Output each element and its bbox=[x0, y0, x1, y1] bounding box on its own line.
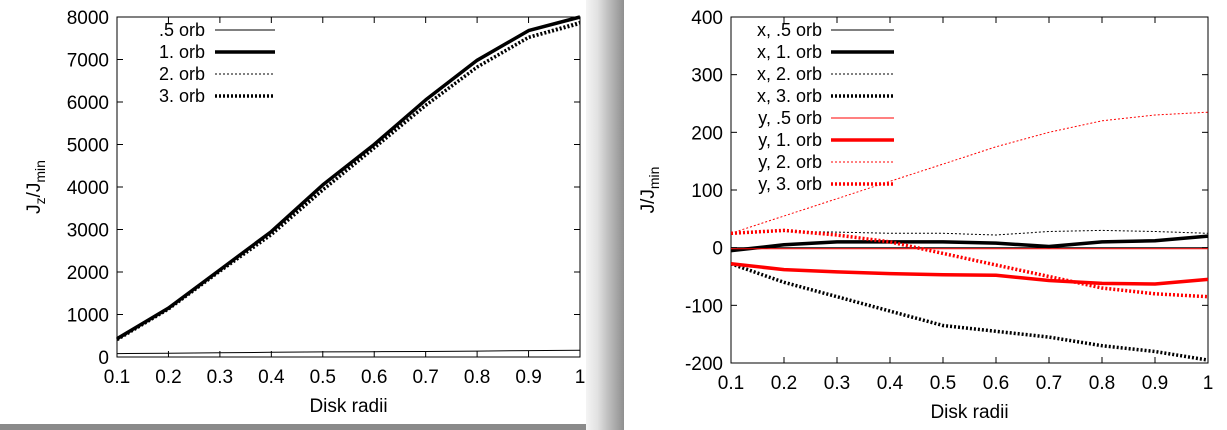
y-axis-label-main: J bbox=[24, 204, 45, 214]
x-tick-label: 0.5 bbox=[930, 373, 956, 394]
y-axis-label-sub1: z bbox=[32, 197, 48, 204]
x-tick-label: 0.8 bbox=[1089, 373, 1115, 394]
x-tick-label: 0.1 bbox=[718, 373, 744, 394]
y-tick-label: 6000 bbox=[67, 93, 109, 114]
legend-label: y, 1. orb bbox=[758, 130, 822, 150]
y-tick-label: 400 bbox=[691, 8, 723, 29]
legend-label: y, 3. orb bbox=[758, 174, 822, 194]
y-tick-label: 5000 bbox=[67, 136, 109, 157]
window-bottom-edge bbox=[0, 424, 586, 430]
legend-label: .5 orb bbox=[159, 20, 205, 40]
y-tick-label: -200 bbox=[685, 354, 723, 375]
x-tick-label: 0.6 bbox=[361, 367, 387, 388]
y-tick-label: 7000 bbox=[67, 51, 109, 72]
x-tick-label: 1 bbox=[575, 367, 586, 388]
x-tick-label: 0.1 bbox=[104, 367, 130, 388]
x-axis-label: Disk radii bbox=[930, 402, 1008, 423]
y-tick-label: 300 bbox=[691, 66, 723, 87]
x-tick-label: 0.9 bbox=[1142, 373, 1168, 394]
y-tick-label: 8000 bbox=[67, 8, 109, 29]
y-tick-label: -100 bbox=[685, 296, 723, 317]
series-line-7 bbox=[730, 228, 1209, 299]
y-tick-label: 3000 bbox=[67, 221, 109, 242]
x-tick-label: 0.7 bbox=[412, 367, 438, 388]
legend-label: y, .5 orb bbox=[758, 108, 822, 128]
right-chart: 0.1 0.2 0.3 0.4 0.5 0.6 0.7 0.8 0.9 1 -200 -100 0 100… bbox=[638, 8, 1214, 423]
x-tick-label: 0.3 bbox=[207, 367, 233, 388]
series-line-3 bbox=[730, 262, 1209, 362]
x-tick-label: 0.9 bbox=[515, 367, 541, 388]
right-chart-panel: 0.1 0.2 0.3 0.4 0.5 0.6 0.7 0.8 0.9 1 -200 -100 0 100… bbox=[624, 0, 1227, 430]
x-tick-label: 0.2 bbox=[771, 373, 797, 394]
series-line-1 bbox=[730, 234, 1209, 253]
x-axis-label: Disk radii bbox=[309, 396, 387, 417]
x-tick-label: 1 bbox=[1203, 373, 1214, 394]
x-tick-label: 0.6 bbox=[983, 373, 1009, 394]
y-tick-label: 0 bbox=[98, 348, 109, 369]
series-line-5 bbox=[730, 262, 1209, 286]
y-tick-label: 0 bbox=[712, 239, 723, 260]
y-axis-label-main: J/J bbox=[638, 189, 659, 213]
y-axis-label-sub2: min bbox=[32, 160, 48, 183]
y-tick-label: 1000 bbox=[67, 306, 109, 327]
series-line-2 bbox=[730, 229, 1209, 236]
y-axis-label-mid: /J bbox=[24, 183, 45, 198]
legend-label: x, .5 orb bbox=[757, 20, 822, 40]
y-axis-label: J/Jmin bbox=[638, 167, 662, 214]
legend-label: 3. orb bbox=[159, 86, 205, 106]
legend-label: 1. orb bbox=[159, 42, 205, 62]
legend-label: x, 3. orb bbox=[757, 86, 822, 106]
left-chart-panel: 0.1 0.2 0.3 0.4 0.5 0.6 0.7 0.8 0.9 1 0 1000 2000 300… bbox=[0, 0, 590, 430]
y-tick-label: 2000 bbox=[67, 263, 109, 284]
x-tick-label: 0.2 bbox=[155, 367, 181, 388]
x-tick-label: 0.7 bbox=[1036, 373, 1062, 394]
y-tick-label: 100 bbox=[691, 181, 723, 202]
series-line-3 bbox=[116, 21, 581, 342]
window-divider bbox=[586, 0, 624, 430]
y-tick-label: 200 bbox=[691, 123, 723, 144]
x-tick-label: 0.5 bbox=[310, 367, 336, 388]
legend-label: 2. orb bbox=[159, 64, 205, 84]
x-tick-label: 0.8 bbox=[464, 367, 490, 388]
x-tick-label: 0.4 bbox=[877, 373, 904, 394]
series-line-0 bbox=[116, 349, 581, 355]
left-chart: 0.1 0.2 0.3 0.4 0.5 0.6 0.7 0.8 0.9 1 0 1000 2000 300… bbox=[24, 8, 586, 417]
x-tick-label: 0.4 bbox=[258, 367, 285, 388]
legend-label: y, 2. orb bbox=[758, 152, 822, 172]
y-tick-label: 4000 bbox=[67, 178, 109, 199]
x-tick-label: 0.3 bbox=[824, 373, 850, 394]
legend-label: x, 1. orb bbox=[757, 42, 822, 62]
y-axis-label: Jz/Jmin bbox=[24, 160, 48, 214]
legend-label: x, 2. orb bbox=[757, 64, 822, 84]
y-axis-label-sub: min bbox=[646, 167, 662, 190]
